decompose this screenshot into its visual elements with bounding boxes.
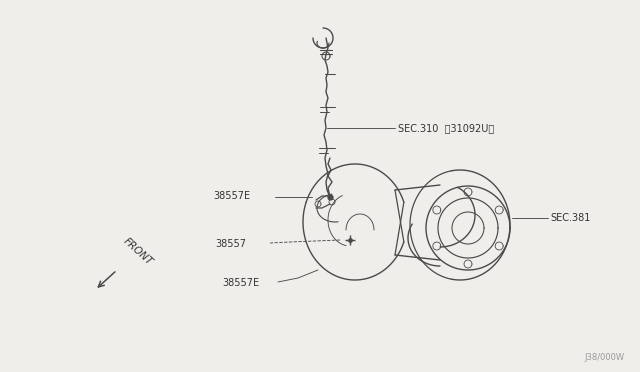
Text: 38557: 38557 — [215, 239, 246, 249]
Text: 38557E: 38557E — [222, 278, 259, 288]
Text: 38557E: 38557E — [213, 191, 250, 201]
Text: SEC.381: SEC.381 — [550, 213, 590, 223]
Text: FRONT: FRONT — [121, 236, 154, 267]
Text: J38/000W: J38/000W — [585, 353, 625, 362]
Text: SEC.310  （31092U）: SEC.310 （31092U） — [398, 123, 494, 133]
